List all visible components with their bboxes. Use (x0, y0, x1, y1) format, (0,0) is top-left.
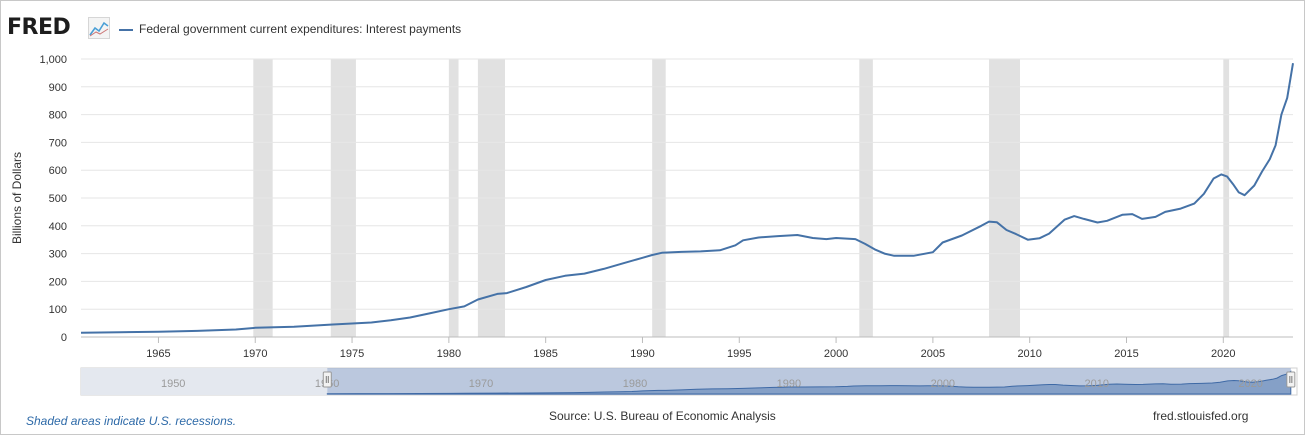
navigator-handle-right[interactable] (1286, 371, 1296, 388)
series-line[interactable] (80, 63, 1294, 334)
line-chart-icon (88, 17, 110, 39)
series-legend[interactable]: Federal government current expenditures:… (119, 21, 461, 37)
fred-logo[interactable]: FRED (7, 15, 71, 40)
y-tick-label: 200 (49, 276, 67, 288)
x-tick-label: 1990 (630, 348, 654, 360)
navigator-year-label: 1950 (161, 378, 185, 390)
series-layer (80, 63, 1294, 334)
x-tick-label: 1980 (437, 348, 461, 360)
navigator-unselected (81, 368, 328, 395)
chart-area[interactable]: 0 100 200 300 400 500 600 700 800 900 1,000 Billio… (1, 1, 1304, 406)
x-tick-label: 1975 (340, 348, 364, 360)
y-tick-label: 1,000 (39, 54, 67, 66)
y-tick-label: 800 (49, 110, 67, 122)
x-tick-label: 1970 (243, 348, 267, 360)
x-tick-label: 2020 (1211, 348, 1235, 360)
navigator-handle-left[interactable] (322, 371, 332, 388)
x-tick-label: 1995 (727, 348, 751, 360)
navigator-year-label: 1980 (623, 378, 647, 390)
x-axis: 1965 1970 1975 1980 1985 1990 1995 2000 2005 2010… (146, 337, 1236, 360)
legend-label: Federal government current expenditures:… (139, 22, 462, 36)
navigator-year-label: 2010 (1085, 378, 1109, 390)
x-tick-label: 1985 (533, 348, 557, 360)
grid-layer (81, 58, 1293, 338)
recession-note: Shaded areas indicate U.S. recessions. (26, 414, 237, 428)
navigator-series (326, 370, 1292, 395)
navigator-year-label: 1990 (777, 378, 801, 390)
y-tick-label: 100 (49, 304, 67, 316)
site-link[interactable]: fred.stlouisfed.org (1153, 409, 1249, 423)
x-tick-label: 1965 (146, 348, 170, 360)
x-tick-label: 2005 (921, 348, 945, 360)
x-tick-label: 2000 (824, 348, 848, 360)
y-tick-label: 400 (49, 221, 67, 233)
y-axis: 0 100 200 300 400 500 600 700 800 900 1,000 (39, 54, 67, 344)
source-text: Source: U.S. Bureau of Economic Analysis (549, 409, 776, 423)
y-tick-label: 500 (49, 193, 67, 205)
y-tick-label: 900 (49, 82, 67, 94)
y-tick-label: 600 (49, 165, 67, 177)
navigator-year-label: 2020 (1238, 378, 1262, 390)
x-tick-label: 2010 (1017, 348, 1041, 360)
navigator-year-label: 2000 (931, 378, 955, 390)
x-tick-label: 2015 (1114, 348, 1138, 360)
navigator-year-label: 1970 (469, 378, 493, 390)
y-axis-label: Billions of Dollars (10, 152, 24, 244)
legend-swatch (119, 28, 133, 31)
y-tick-label: 700 (49, 137, 67, 149)
range-navigator[interactable]: 19501960197019801990200020102020 (80, 367, 1298, 396)
y-tick-label: 0 (61, 332, 67, 344)
y-tick-label: 300 (49, 249, 67, 261)
